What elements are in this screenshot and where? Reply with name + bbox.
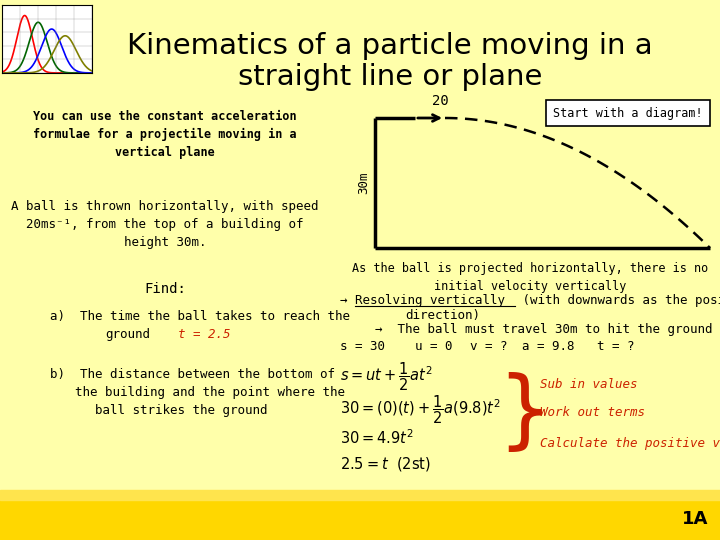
Text: $2.5 = t$  (2st): $2.5 = t$ (2st) <box>340 455 431 473</box>
Text: $30 = (0)(t) + \dfrac{1}{2}a(9.8)t^2$: $30 = (0)(t) + \dfrac{1}{2}a(9.8)t^2$ <box>340 393 501 426</box>
Text: Calculate the positive value: Calculate the positive value <box>540 436 720 449</box>
FancyBboxPatch shape <box>546 100 710 126</box>
Text: a = 9.8: a = 9.8 <box>522 340 575 353</box>
Text: 20: 20 <box>431 94 449 108</box>
Text: t = 2.5: t = 2.5 <box>178 328 230 341</box>
Text: 1A: 1A <box>682 510 708 528</box>
Text: direction): direction) <box>405 309 480 322</box>
Text: $30 = 4.9t^2$: $30 = 4.9t^2$ <box>340 428 414 447</box>
Text: (with downwards as the positive: (with downwards as the positive <box>515 294 720 307</box>
Text: You can use the constant acceleration
formulae for a projectile moving in a
vert: You can use the constant acceleration fo… <box>33 110 297 159</box>
Text: a)  The time the ball takes to reach the: a) The time the ball takes to reach the <box>50 310 350 323</box>
Text: →: → <box>340 294 355 307</box>
Text: Sub in values: Sub in values <box>540 379 637 392</box>
Text: v = ?: v = ? <box>470 340 508 353</box>
Text: $s = ut + \dfrac{1}{2}at^2$: $s = ut + \dfrac{1}{2}at^2$ <box>340 360 433 393</box>
Text: Start with a diagram!: Start with a diagram! <box>553 106 703 119</box>
Text: Resolving vertically: Resolving vertically <box>355 294 505 307</box>
Text: As the ball is projected horizontally, there is no
initial velocity vertically: As the ball is projected horizontally, t… <box>352 262 708 293</box>
Text: t = ?: t = ? <box>597 340 634 353</box>
Bar <box>0 490 720 500</box>
Text: A ball is thrown horizontally, with speed
20ms⁻¹, from the top of a building of
: A ball is thrown horizontally, with spee… <box>12 200 319 249</box>
Text: straight line or plane: straight line or plane <box>238 63 542 91</box>
Text: ground: ground <box>105 328 150 341</box>
Text: b)  The distance between the bottom of: b) The distance between the bottom of <box>50 368 335 381</box>
Text: Find:: Find: <box>144 282 186 296</box>
Text: u = 0: u = 0 <box>415 340 452 353</box>
Text: Work out terms: Work out terms <box>540 406 645 419</box>
Text: 30m: 30m <box>358 172 371 194</box>
Text: Kinematics of a particle moving in a: Kinematics of a particle moving in a <box>127 32 653 60</box>
Text: ball strikes the ground: ball strikes the ground <box>95 404 268 417</box>
Bar <box>0 500 720 540</box>
Text: }: } <box>497 372 552 455</box>
Text: →  The ball must travel 30m to hit the ground: → The ball must travel 30m to hit the gr… <box>375 323 713 336</box>
Text: the building and the point where the: the building and the point where the <box>75 386 345 399</box>
Text: s = 30: s = 30 <box>340 340 385 353</box>
